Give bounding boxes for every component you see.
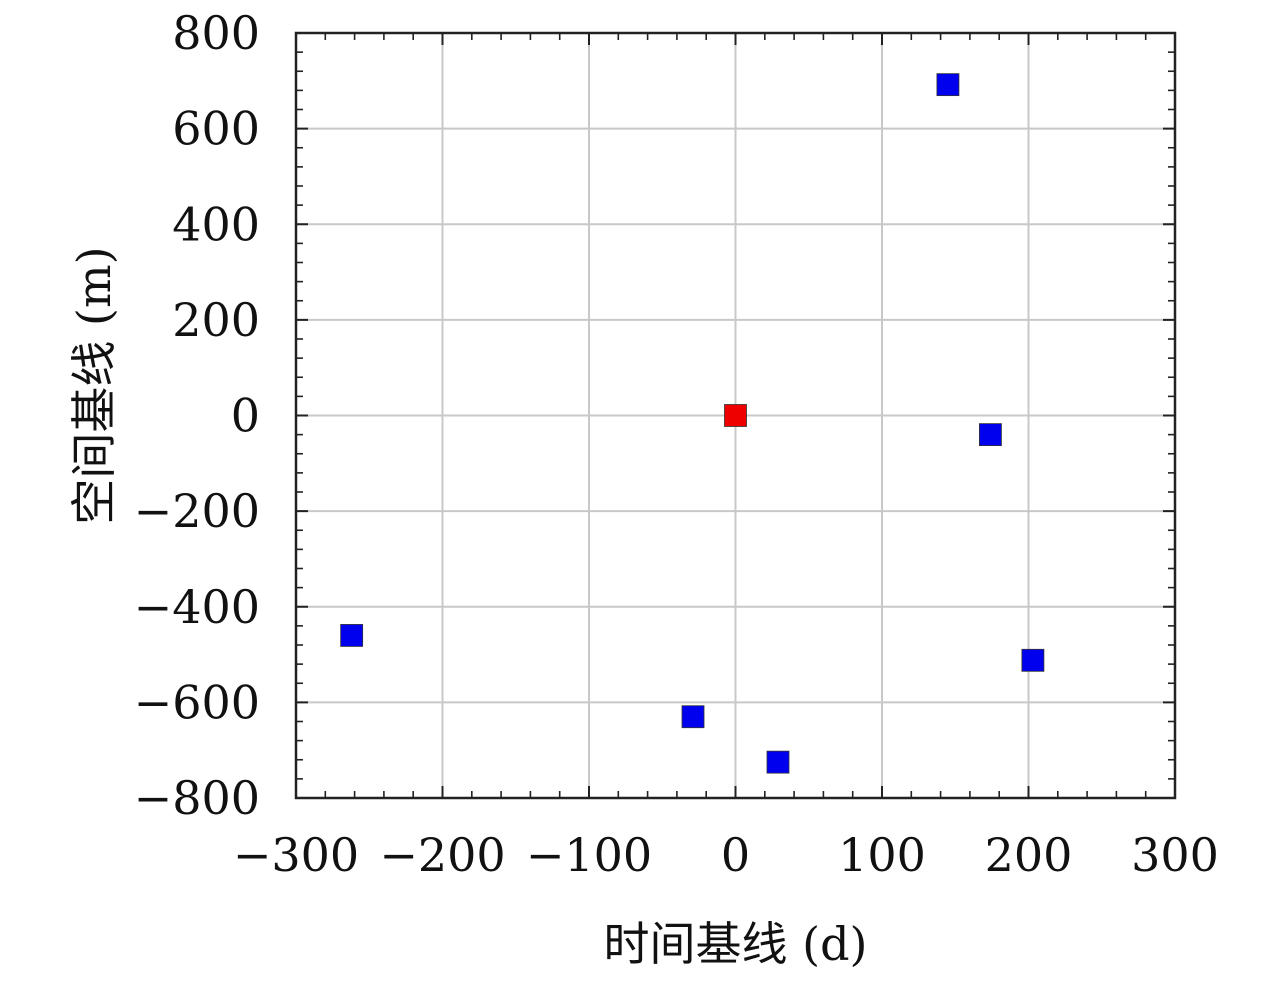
y-tick-label: 800 bbox=[172, 6, 260, 60]
data-point bbox=[979, 423, 1002, 447]
data-point bbox=[681, 705, 705, 729]
data-point bbox=[1021, 648, 1045, 672]
x-tick-label: 0 bbox=[721, 828, 750, 882]
plot-frame bbox=[294, 31, 1177, 800]
data-point bbox=[766, 750, 790, 774]
x-tick-label: 100 bbox=[838, 828, 926, 882]
y-tick-labels: 800 600 400 200 0 −200 −400 −600 −800 bbox=[134, 6, 260, 825]
y-tick-label: −200 bbox=[134, 484, 260, 538]
y-tick-label: −600 bbox=[134, 675, 260, 729]
x-tick-label: −300 bbox=[233, 828, 359, 882]
y-tick-label: 0 bbox=[231, 389, 260, 443]
y-tick-label: 200 bbox=[172, 293, 260, 347]
y-tick-label: −400 bbox=[134, 580, 260, 634]
y-tick-label: 600 bbox=[172, 102, 260, 156]
data-point bbox=[340, 624, 364, 647]
x-tick-label: 300 bbox=[1131, 828, 1219, 882]
x-tick-labels: −300 −200 −100 0 100 200 300 bbox=[233, 828, 1219, 882]
y-axis-title: 空间基线 (m) bbox=[67, 246, 121, 524]
x-tick-label: −100 bbox=[526, 828, 652, 882]
data-point bbox=[936, 73, 960, 97]
x-tick-label: 200 bbox=[985, 828, 1073, 882]
x-axis-title: 时间基线 (d) bbox=[604, 917, 868, 971]
y-tick-label: −800 bbox=[134, 771, 260, 825]
y-tick-label: 400 bbox=[172, 197, 260, 251]
data-points bbox=[340, 73, 1045, 774]
x-tick-label: −200 bbox=[379, 828, 505, 882]
reference-point bbox=[724, 404, 747, 427]
